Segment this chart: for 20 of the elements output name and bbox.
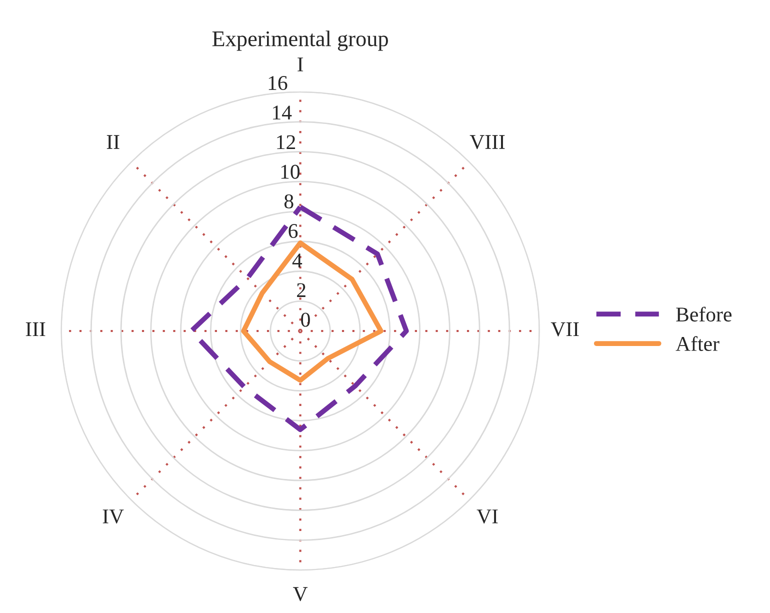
spoke-label: II xyxy=(106,135,120,149)
chart-title: Experimental group xyxy=(212,30,388,51)
spoke-label: III xyxy=(26,322,46,336)
spoke-label: VII xyxy=(550,322,579,336)
spoke-label: I xyxy=(298,58,304,72)
spoke-label: V xyxy=(293,587,308,602)
y-tick-label: 4 xyxy=(292,254,302,268)
y-tick-label: 12 xyxy=(277,135,296,150)
y-tick-label: 10 xyxy=(281,164,300,179)
y-tick-label: 14 xyxy=(273,106,292,120)
spoke-label: VIII xyxy=(470,135,505,150)
y-tick-label: 2 xyxy=(297,283,306,297)
legend-label: Before xyxy=(676,306,732,322)
spoke-label: VI xyxy=(476,510,498,524)
y-tick-label: 16 xyxy=(268,76,288,90)
y-tick-label: 6 xyxy=(288,224,298,238)
legend-label: After xyxy=(676,336,720,352)
y-tick-label: 0 xyxy=(301,312,310,327)
y-tick-label: 8 xyxy=(284,194,294,208)
spoke-label: IV xyxy=(102,510,124,524)
